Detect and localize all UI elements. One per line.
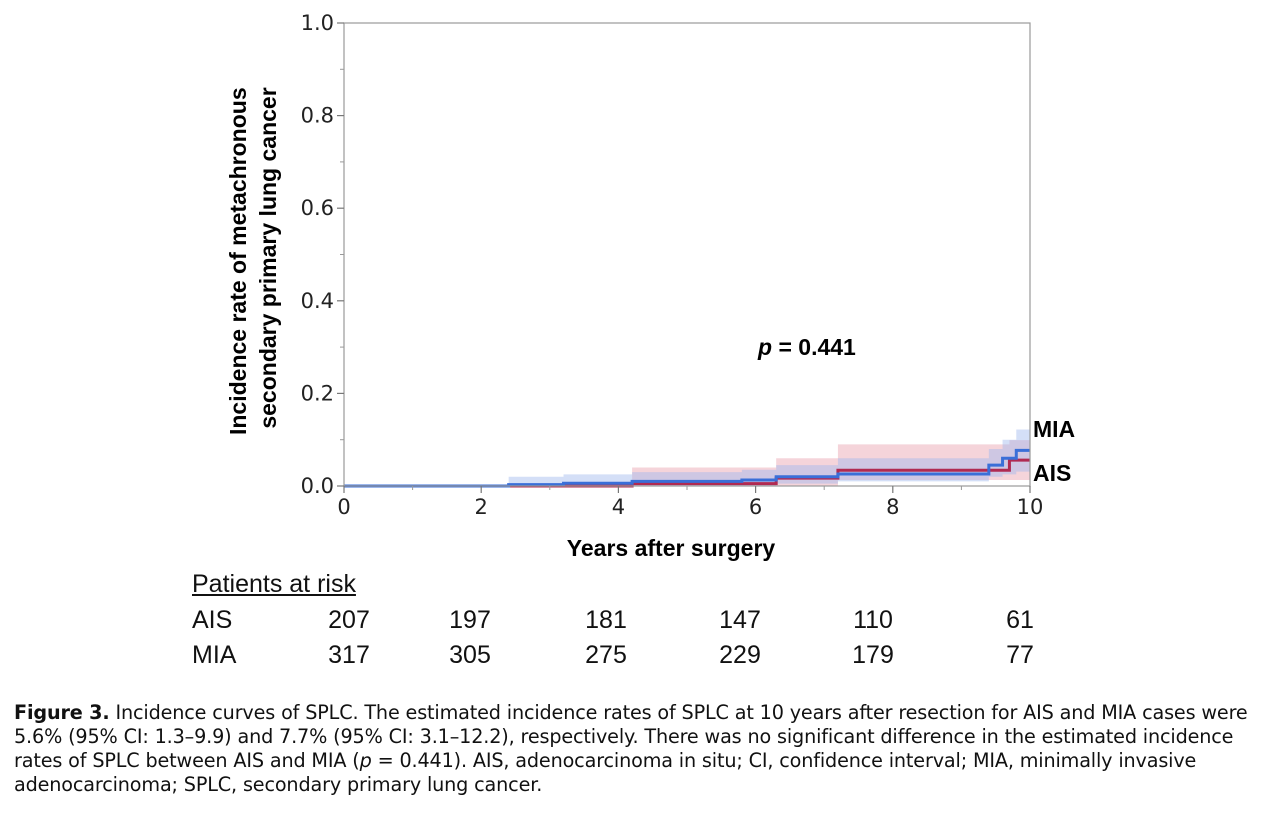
y-axis: 0.0 0.2 0.4 0.6 0.8 1.0 <box>301 11 344 498</box>
y-tick-label: 0.2 <box>301 381 334 405</box>
y-tick-label: 0.4 <box>301 289 334 313</box>
risk-row-ais: AIS 207 197 181 147 110 61 <box>192 606 1072 638</box>
incidence-chart: 0 2 4 6 8 10 0.0 0.2 0.4 0.6 0.8 1.0 Years after s… <box>225 11 1075 561</box>
risk-cell: 317 <box>328 641 370 669</box>
risk-cell: 305 <box>449 641 491 669</box>
x-tick-label: 6 <box>749 495 762 519</box>
x-tick-label: 10 <box>1017 495 1044 519</box>
series-label-mia: MIA <box>1033 416 1075 442</box>
p-value-text: = 0.441 <box>772 334 856 360</box>
x-axis-title: Years after surgery <box>567 535 776 561</box>
risk-cell: 110 <box>853 606 893 634</box>
y-tick-label: 0.8 <box>301 104 334 128</box>
risk-cell: 181 <box>585 606 627 634</box>
y-axis-title-line-2: secondary primary lung cancer <box>255 87 281 428</box>
risk-cell: 179 <box>852 641 894 669</box>
caption-p-symbol: p <box>359 749 372 772</box>
risk-cell: 207 <box>328 606 370 634</box>
figure-caption: Figure 3. Incidence curves of SPLC. The … <box>14 701 1268 797</box>
p-value-symbol: p <box>757 334 772 360</box>
caption-text-2: = 0.441). AIS, adenocarcinoma in situ; C… <box>14 749 1197 796</box>
risk-row-label: MIA <box>192 641 237 669</box>
series-line-mia <box>344 448 1030 488</box>
y-tick-label: 1.0 <box>301 11 334 35</box>
y-tick-label: 0.6 <box>301 196 334 220</box>
risk-table-title: Patients at risk <box>192 570 356 598</box>
risk-row-label: AIS <box>192 606 233 634</box>
x-tick-label: 8 <box>886 495 899 519</box>
y-tick-label: 0.0 <box>301 474 334 498</box>
x-tick-label: 2 <box>475 495 488 519</box>
series-label-ais: AIS <box>1033 460 1071 486</box>
plot-frame <box>343 22 1031 487</box>
ci-band-mia <box>344 429 1030 486</box>
risk-row-mia: MIA 317 305 275 229 179 77 <box>192 641 1072 673</box>
risk-cell: 229 <box>719 641 761 669</box>
risk-cell: 197 <box>449 606 491 634</box>
x-axis: 0 2 4 6 8 10 <box>337 486 1043 519</box>
p-value-annotation: p = 0.441 <box>757 334 856 360</box>
caption-label: Figure 3. <box>14 701 110 724</box>
confidence-bands <box>344 429 1030 486</box>
x-tick-label: 4 <box>612 495 625 519</box>
caption-text-1: Incidence curves of SPLC. The estimated … <box>14 701 1248 772</box>
risk-cell: 147 <box>719 606 761 634</box>
y-axis-title: Incidence rate of metachronous secondary… <box>225 81 281 435</box>
y-axis-title-line-1: Incidence rate of metachronous <box>225 87 251 435</box>
risk-cell: 275 <box>585 641 627 669</box>
x-tick-label: 0 <box>337 495 350 519</box>
series-lines <box>344 448 1030 488</box>
risk-cell: 61 <box>1006 606 1034 634</box>
risk-cell: 77 <box>1006 641 1034 669</box>
